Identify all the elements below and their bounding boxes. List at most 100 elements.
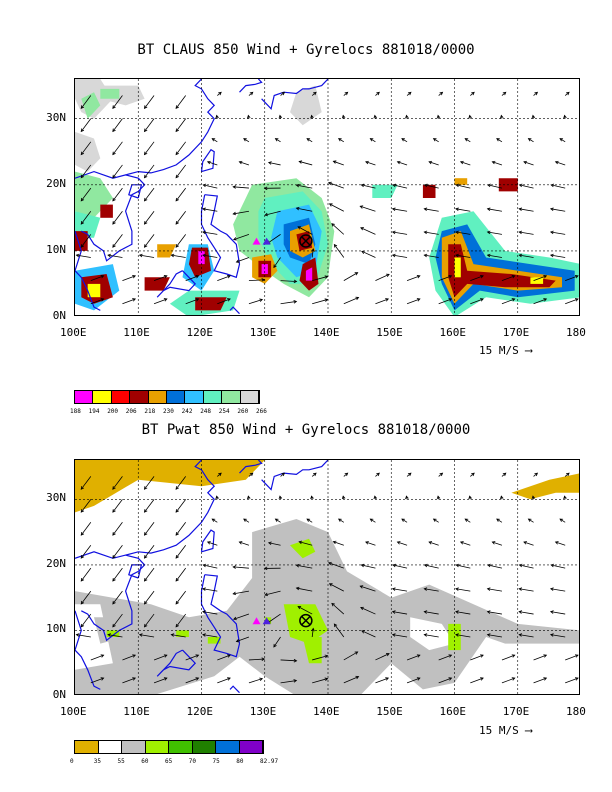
colorbar-swatch <box>240 391 259 403</box>
wind-arrow-head <box>471 91 475 96</box>
wind-arrow-head <box>480 654 484 658</box>
wind-arrow-head <box>491 541 496 545</box>
wind-arrow-head <box>439 472 444 477</box>
wind-arrow <box>243 518 250 523</box>
wind-arrow-head <box>297 226 302 230</box>
coastline <box>75 230 101 311</box>
wind-arrow-head <box>202 563 207 568</box>
wind-arrow <box>365 161 376 166</box>
wind-arrow <box>175 567 187 582</box>
wind-arrow <box>264 210 281 216</box>
wind-arrow <box>501 677 515 684</box>
wind-arrow <box>175 210 187 225</box>
wind-arrow-head <box>175 220 179 225</box>
wind-arrow-head <box>344 472 349 477</box>
colorbar-swatch <box>169 741 193 753</box>
wind-arrow <box>343 651 358 661</box>
wind-arrow-head <box>80 151 85 156</box>
wind-arrow-head <box>249 91 254 96</box>
wind-arrow-head <box>238 541 243 545</box>
colorbar-label: 230 <box>163 408 174 415</box>
wind-arrow-head <box>365 160 369 165</box>
wind-arrow-head <box>195 298 200 302</box>
wind-arrow <box>550 588 566 592</box>
wind-arrow-head <box>175 623 179 628</box>
cloud-cyan <box>372 184 398 198</box>
wind-arrow-head <box>563 495 567 500</box>
colorbar-swatch <box>98 741 122 753</box>
wind-arrow-head <box>361 250 365 254</box>
coastline <box>229 306 240 315</box>
wind-arrow-head <box>468 495 472 500</box>
wind-arrow-head <box>175 509 179 513</box>
wind-arrow-head <box>518 253 523 258</box>
wind-arrow-head <box>518 633 523 637</box>
wind-arrow <box>550 208 566 212</box>
pwat-green <box>290 538 316 559</box>
colorbar-label: 188 <box>70 408 81 415</box>
wind-arrow-head <box>471 472 475 477</box>
pwat-white <box>410 617 455 651</box>
colorbar-label: 266 <box>256 408 267 415</box>
wind-arrow <box>112 187 123 202</box>
wind-arrow <box>550 611 566 615</box>
cloud-magenta <box>261 264 268 274</box>
wind-arrow-head <box>195 654 200 658</box>
wind-arrow-head <box>468 114 472 119</box>
wind-arrow <box>533 677 547 684</box>
colorbar-label: 206 <box>125 408 137 415</box>
wind-arrow-head <box>215 495 219 500</box>
wind-arrow <box>122 677 136 684</box>
wind-arrow <box>470 275 484 282</box>
wind-arrow-head <box>211 138 216 142</box>
wind-arrow <box>496 518 503 523</box>
wind-arrow <box>438 298 452 305</box>
wind-arrow-head <box>496 518 500 522</box>
wind-arrow-head <box>195 275 200 279</box>
coastline <box>75 170 146 262</box>
wind-arrow-head <box>423 563 428 568</box>
wind-arrow-head <box>202 633 206 637</box>
x-tick-label: 150E <box>376 326 403 339</box>
wind-arrow-head <box>175 244 179 248</box>
cloud-magenta <box>305 267 313 281</box>
wind-arrow <box>365 541 376 546</box>
wind-arrow <box>460 541 471 546</box>
cloud-darkred <box>422 184 436 198</box>
colorbar-swatch <box>192 741 216 753</box>
x-tick-label: 170E <box>502 326 530 339</box>
wind-arrow <box>296 587 313 592</box>
wind-arrow-head <box>432 138 437 142</box>
wind-arrow-head <box>227 677 231 681</box>
wind-arrow <box>406 275 421 282</box>
wind-arrow <box>280 280 297 282</box>
wind-arrow <box>392 634 408 638</box>
wind-arrow <box>297 226 313 235</box>
x-tick-label: 180 <box>566 326 586 339</box>
wind-arrow <box>555 161 566 166</box>
wind-arrow-head <box>233 237 237 241</box>
wind-arrow-head <box>202 183 207 188</box>
pwat-gray <box>75 519 579 694</box>
wind-arrow-head <box>491 160 496 165</box>
x-tick-label: 160E <box>439 326 467 339</box>
cloud-green <box>100 88 120 99</box>
wind-arrow-head <box>405 495 409 500</box>
colorbar-swatch <box>145 741 169 753</box>
wind-arrow-head <box>360 227 364 231</box>
wind-arrow-head <box>327 561 332 566</box>
wind-arrow-head <box>486 253 491 258</box>
wind-arrow-head <box>80 244 85 248</box>
wind-arrow-head <box>518 230 523 235</box>
wind-arrow-head <box>455 207 459 211</box>
wind-arrow-head <box>423 230 428 235</box>
panel2-scale-label: 15 M/S ⟶ <box>479 724 532 737</box>
wind-arrow-head <box>428 541 433 545</box>
wind-arrow <box>460 161 471 166</box>
wind-arrow-head <box>278 114 283 119</box>
wind-arrow-head <box>295 563 300 568</box>
wind-arrow-head <box>112 532 116 536</box>
wind-arrow-head <box>324 677 329 681</box>
wind-arrow-head <box>480 298 484 302</box>
wind-arrow <box>144 476 155 490</box>
